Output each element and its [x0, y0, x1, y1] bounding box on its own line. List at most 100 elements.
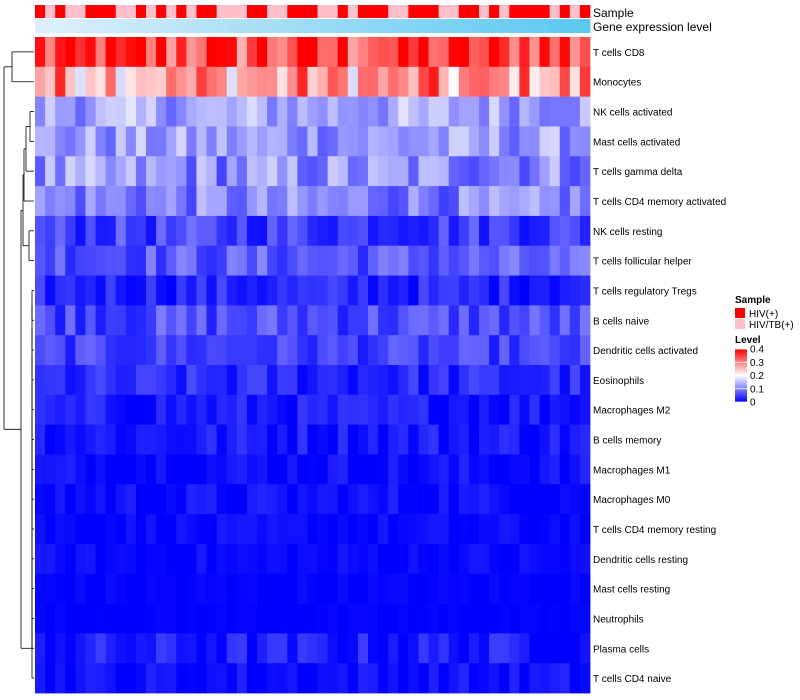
row-label: Macrophages M0 [593, 495, 671, 506]
heatmap-cell [368, 305, 379, 336]
sample-cell [569, 5, 581, 18]
heatmap-cell [357, 66, 369, 98]
heatmap-cell [388, 215, 399, 247]
heatmap-cell [135, 66, 147, 98]
heatmap-cell [115, 305, 127, 336]
expression-cell [388, 19, 399, 33]
heatmap-cell [35, 663, 46, 694]
heatmap-cell [277, 305, 288, 336]
heatmap-cell [75, 633, 86, 664]
heatmap-cell [579, 215, 591, 247]
heatmap-cell [569, 305, 581, 336]
heatmap-cell [45, 275, 56, 306]
heatmap-cell [196, 514, 207, 545]
heatmap-cell [337, 394, 349, 426]
heatmap-cell [327, 663, 339, 694]
heatmap-cell [398, 186, 409, 217]
heatmap-cell [529, 186, 540, 217]
sample-cell [277, 5, 288, 18]
heatmap-cell [458, 514, 470, 545]
heatmap-cell [85, 573, 96, 604]
heatmap-cell [388, 603, 399, 634]
heatmap-cell [307, 365, 318, 396]
heatmap-cell [529, 365, 540, 396]
heatmap-cell [428, 245, 440, 276]
heatmap-cell [125, 245, 137, 276]
sample-cell [246, 5, 258, 18]
heatmap-cell [246, 37, 258, 68]
heatmap-cell [236, 633, 248, 664]
heatmap-cell [378, 663, 389, 694]
heatmap-cell [166, 96, 177, 127]
heatmap-cell [398, 394, 409, 426]
heatmap-cell [236, 126, 248, 157]
heatmap-cell [368, 96, 379, 127]
heatmap-cell [226, 275, 238, 306]
heatmap-cell [236, 454, 248, 485]
heatmap-cell [489, 454, 500, 485]
row-label: B cells memory [593, 436, 661, 447]
heatmap-cell [277, 215, 288, 247]
sample-cell [438, 5, 450, 18]
heatmap-cell [317, 275, 329, 306]
heatmap-cell [408, 37, 419, 68]
heatmap-cell [398, 543, 409, 575]
heatmap-cell [236, 245, 248, 276]
heatmap-cell [166, 66, 177, 98]
heatmap-cell [85, 454, 96, 485]
heatmap-cells [35, 37, 591, 694]
heatmap-cell [458, 394, 470, 426]
heatmap-cell [146, 96, 157, 127]
expression-cell [529, 19, 540, 33]
heatmap-cell [196, 603, 207, 634]
heatmap-cell [95, 96, 107, 127]
heatmap-cell [297, 275, 308, 306]
heatmap-cell [35, 394, 46, 426]
heatmap-cell [327, 275, 339, 306]
sample-cell [236, 5, 248, 18]
heatmap-cell [337, 335, 349, 366]
heatmap-cell [479, 603, 490, 634]
heatmap-cell [196, 186, 207, 217]
heatmap-cell [539, 305, 551, 336]
heatmap-cell [509, 37, 520, 68]
heatmap-cell [156, 573, 167, 604]
heatmap-cell [156, 394, 167, 426]
heatmap-cell [347, 215, 359, 247]
heatmap-cell [468, 424, 480, 455]
heatmap-cell [559, 603, 571, 634]
sample-cell [378, 5, 389, 18]
heatmap-cell [65, 96, 76, 127]
heatmap-cell [75, 126, 86, 157]
heatmap-cell [176, 245, 187, 276]
heatmap-cell [529, 543, 540, 575]
heatmap-cell [398, 454, 409, 485]
heatmap-cell [55, 335, 66, 366]
heatmap-cell [216, 663, 228, 694]
heatmap-cell [236, 305, 248, 336]
heatmap-cell [216, 454, 228, 485]
heatmap-cell [428, 514, 440, 545]
sample-cell [559, 5, 571, 18]
heatmap-cell [257, 37, 268, 68]
heatmap-cell [277, 394, 288, 426]
heatmap-cell [176, 424, 187, 455]
heatmap-cell [156, 514, 167, 545]
heatmap-cell [458, 66, 470, 98]
heatmap-cell [135, 245, 147, 276]
heatmap-cell [438, 573, 450, 604]
heatmap-cell [166, 126, 177, 157]
heatmap-cell [226, 245, 238, 276]
heatmap-cell [509, 484, 520, 515]
heatmap-cell [196, 96, 207, 127]
heatmap-cell [357, 365, 369, 396]
heatmap-cell [246, 454, 258, 485]
heatmap-cell [317, 365, 329, 396]
heatmap-cell [418, 454, 429, 485]
heatmap-cell [408, 275, 419, 306]
heatmap-cell [438, 394, 450, 426]
expression-cell [408, 19, 419, 33]
heatmap-cell [579, 126, 591, 157]
heatmap-cell [357, 394, 369, 426]
heatmap-cell [35, 305, 46, 336]
